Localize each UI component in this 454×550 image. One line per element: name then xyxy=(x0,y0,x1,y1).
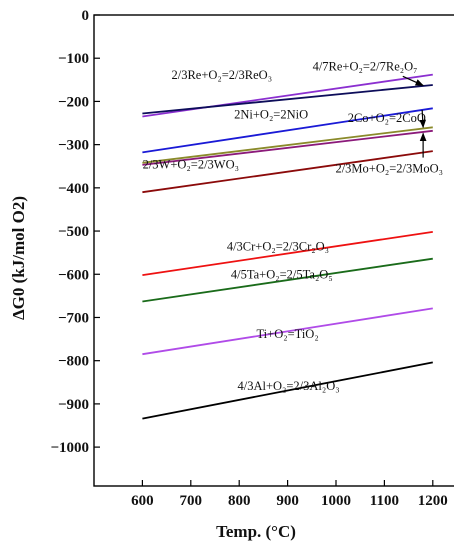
series-line xyxy=(142,107,433,154)
y-axis-label: ΔG0 (kJ/mol O2) xyxy=(9,196,28,320)
y-tick-label: −200 xyxy=(58,94,89,110)
x-tick-label: 1000 xyxy=(321,493,351,509)
series-line xyxy=(142,361,433,420)
annotation-label: Ti+O₂=TiO₂ xyxy=(256,327,318,341)
y-axis-title: ΔG0 (kJ/mol O2) xyxy=(9,196,28,320)
annotation-arrow xyxy=(402,75,424,86)
annotation-label: 2/3W+O₂=2/3WO₃ xyxy=(143,157,239,171)
series-line xyxy=(142,307,433,356)
y-tick-label: −800 xyxy=(58,354,89,370)
series-line xyxy=(142,129,433,166)
x-tick-label: 900 xyxy=(276,493,299,509)
y-tick-label: −100 xyxy=(58,51,89,67)
annotation-arrow xyxy=(419,110,427,129)
series-line xyxy=(142,257,433,303)
series-line xyxy=(142,126,433,164)
annotation-label: 4/5Ta+O₂=2/5Ta₂O₅ xyxy=(231,268,333,282)
y-tick-label: −500 xyxy=(58,224,89,240)
plot-frame xyxy=(93,14,454,487)
series-line xyxy=(142,84,433,115)
y-tick-label: −700 xyxy=(58,310,89,326)
y-tick-label: −600 xyxy=(58,267,89,283)
annotation-label: 2/3Mo+O₂=2/3MoO₃ xyxy=(335,162,443,176)
x-tick-label: 600 xyxy=(131,493,154,509)
annotation-label: 4/7Re+O₂=2/7Re₂O₇ xyxy=(313,59,418,73)
y-tick-label: 0 xyxy=(82,8,90,24)
y-tick-label: −300 xyxy=(58,138,89,154)
x-axis-label: Temp. (°C) xyxy=(216,522,296,541)
x-tick-label: 800 xyxy=(228,493,251,509)
x-tick-label: 700 xyxy=(180,493,203,509)
series-line xyxy=(142,231,433,276)
annotation-label: 4/3Cr+O₂=2/3Cr₂O₃ xyxy=(227,240,329,254)
axis-ticks: 600 700 800 900 1000 1100 1200 0 −100 −200 −300 −40… xyxy=(50,8,447,509)
annotation-label: 2Co+O₂=2CoO xyxy=(348,111,426,125)
y-tick-label: −900 xyxy=(58,397,89,413)
y-tick-label: −400 xyxy=(58,181,89,197)
x-tick-label: 1100 xyxy=(370,493,399,509)
series-line xyxy=(142,150,433,194)
y-tick-label: −1000 xyxy=(50,440,89,456)
series-annotations: 4/7Re+O₂=2/7Re₂O₇ 2/3Re+O₂=2/3ReO₃ 2Ni+O₂=… xyxy=(143,59,443,393)
x-tick-label: 1200 xyxy=(418,493,448,509)
annotation-label: 2/3Re+O₂=2/3ReO₃ xyxy=(171,68,272,82)
series-lines xyxy=(142,73,433,420)
annotation-label: 2Ni+O₂=2NiO xyxy=(234,108,308,122)
annotation-label: 4/3Al+O₂=2/3Al₂O₃ xyxy=(237,379,339,393)
